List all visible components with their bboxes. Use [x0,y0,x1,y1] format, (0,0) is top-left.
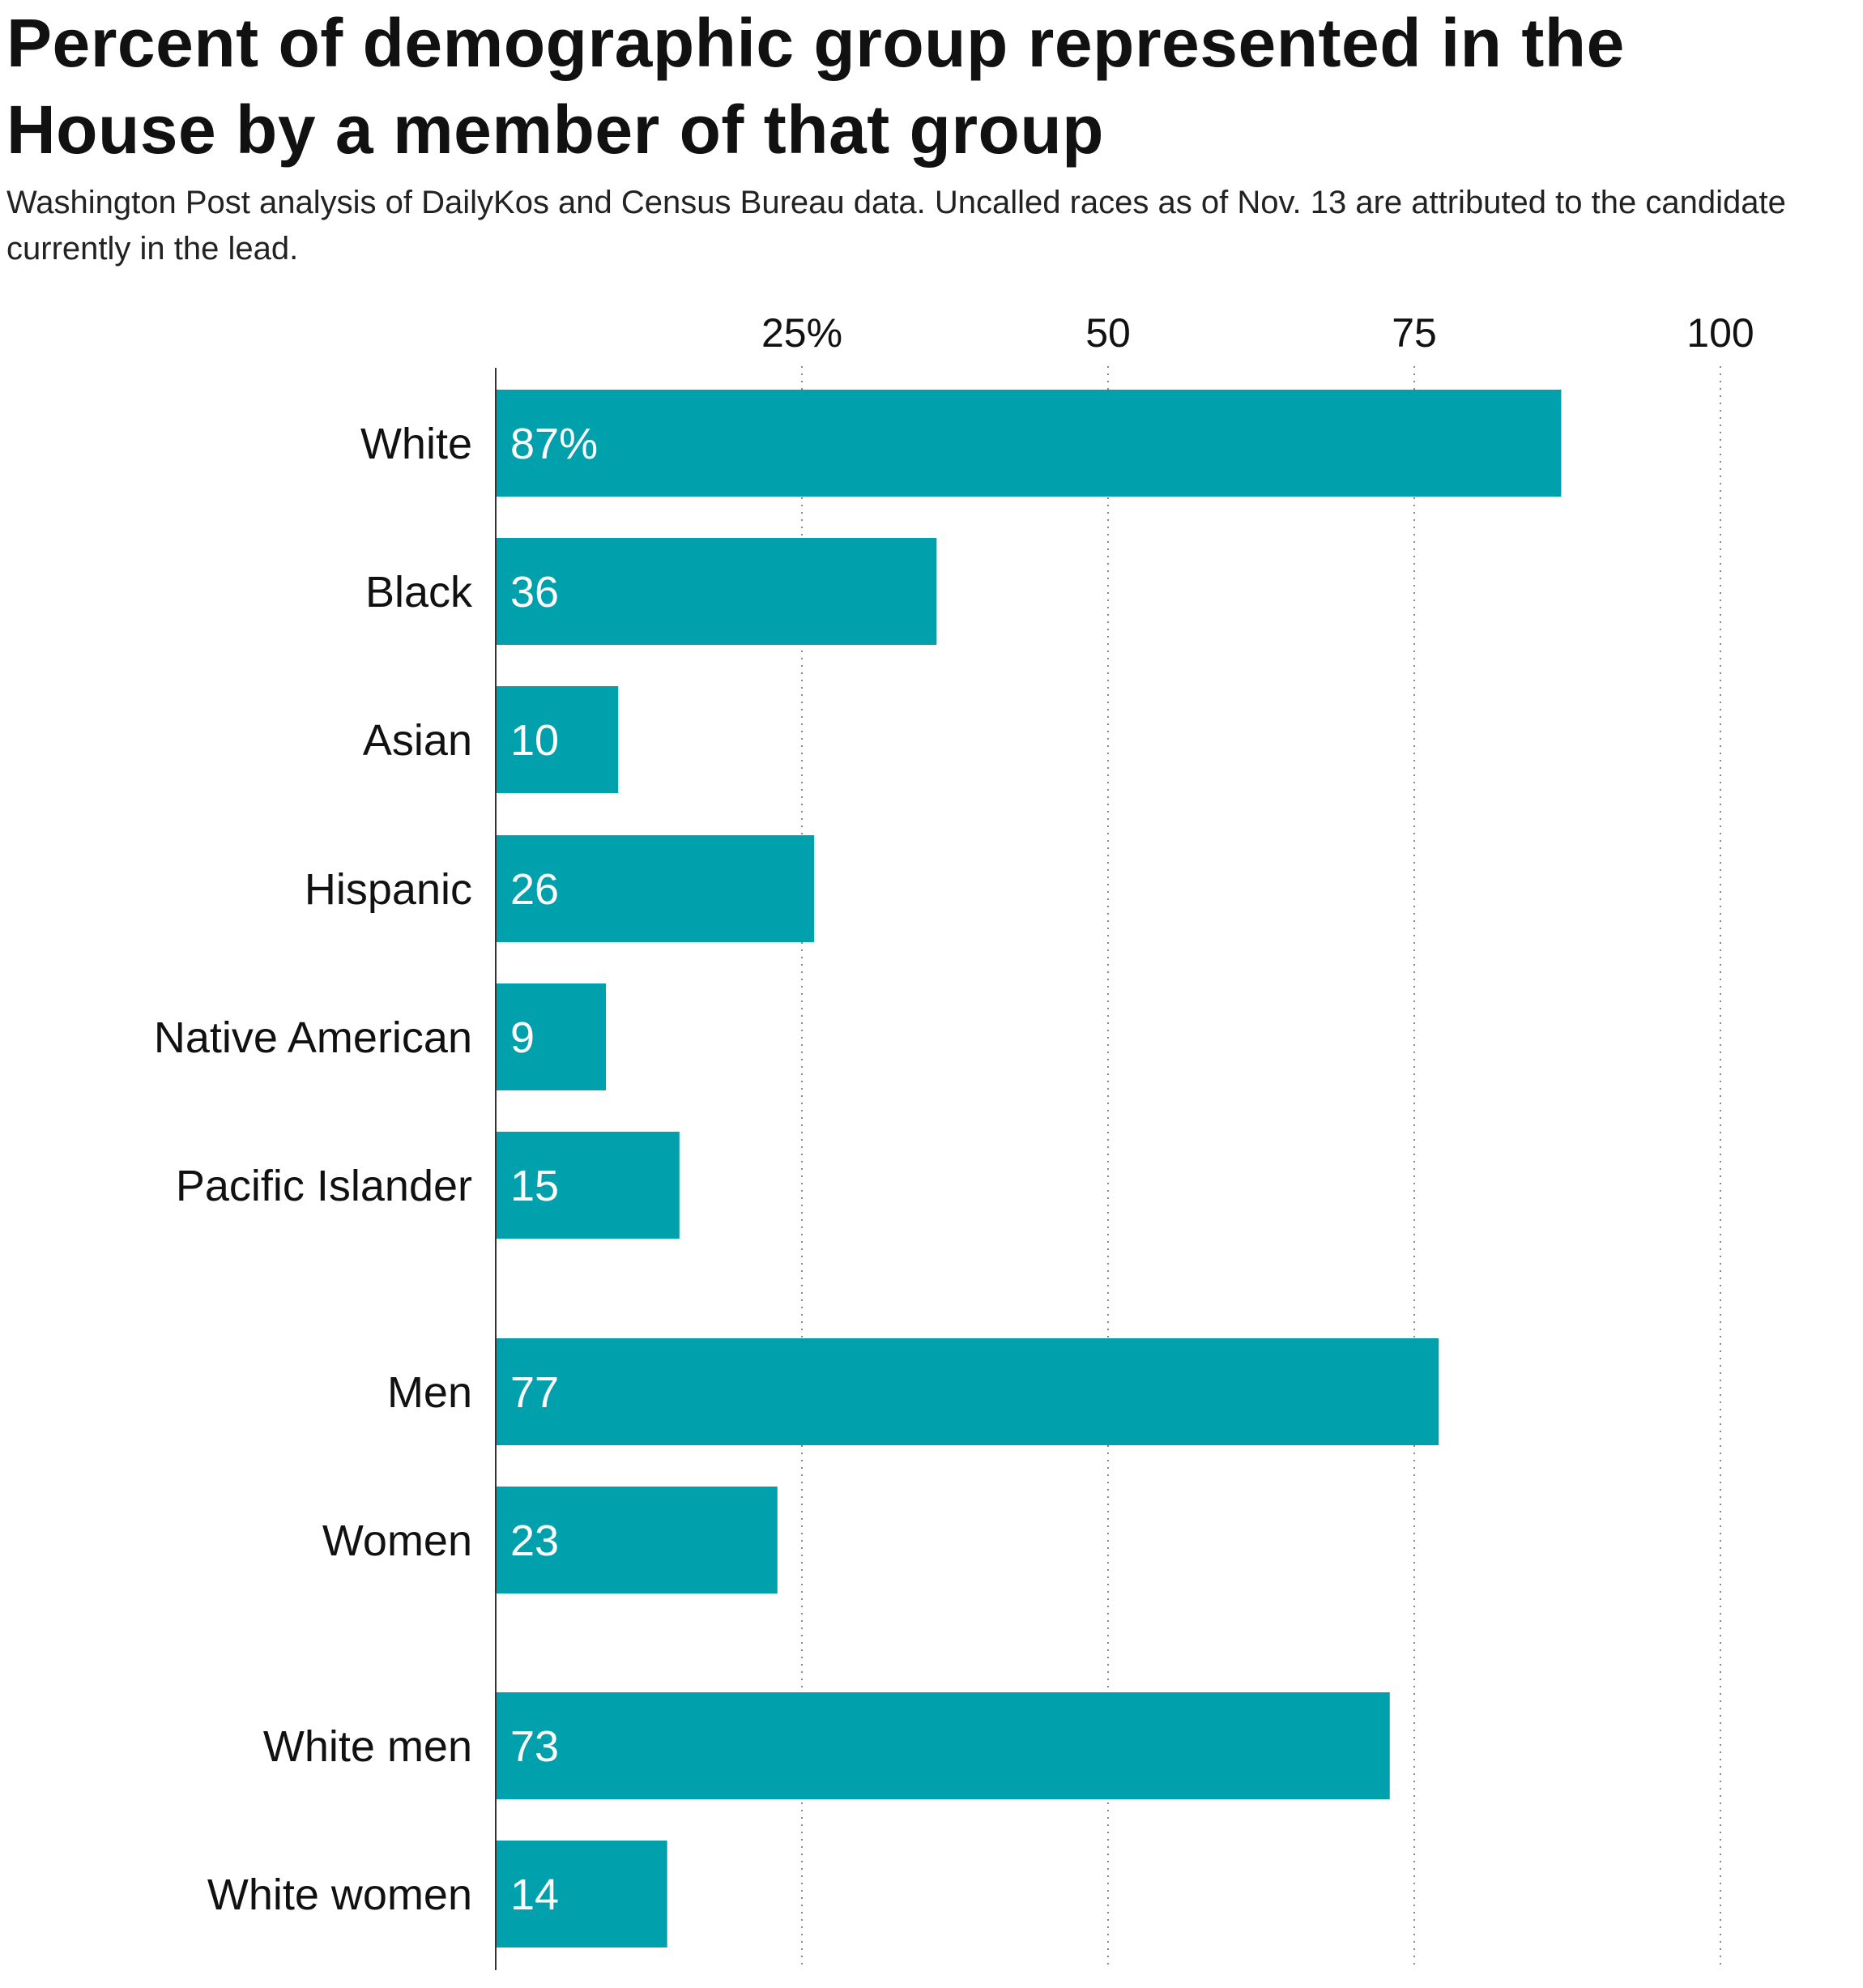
bar [496,538,937,645]
x-tick-label: 100 [1686,310,1754,356]
category-label: Black [365,568,473,616]
bar [496,835,815,942]
x-tick-label: 75 [1392,310,1437,356]
bar [496,1692,1390,1799]
category-label: Women [322,1517,472,1565]
x-tick-label: 50 [1085,310,1131,356]
data-label: 23 [510,1517,559,1565]
data-label: 14 [510,1871,559,1919]
category-label: Pacific Islander [176,1162,472,1210]
x-tick-label: 25% [761,310,842,356]
category-label: Native American [154,1013,472,1062]
category-label: Asian [363,716,472,765]
data-label: 15 [510,1162,559,1210]
category-label: Men [387,1368,472,1417]
category-label: Hispanic [305,865,472,914]
category-label: White men [263,1722,472,1771]
bar [496,1841,667,1947]
data-label: 26 [510,865,559,914]
data-label: 36 [510,568,559,616]
bar [496,1487,778,1593]
category-label: White [360,420,472,468]
bar [496,983,607,1090]
data-label: 77 [510,1368,559,1417]
bar [496,390,1562,497]
bar [496,1132,680,1239]
category-label: White women [207,1871,472,1919]
chart-title: Percent of demographic group represented… [6,5,1625,168]
data-label: 73 [510,1722,559,1771]
data-label: 9 [510,1013,535,1062]
data-label: 10 [510,716,559,765]
bar [496,1338,1439,1445]
chart-subtitle: Washington Post analysis of DailyKos and… [6,185,1786,267]
bar [496,686,619,793]
data-label: 87% [510,420,598,468]
